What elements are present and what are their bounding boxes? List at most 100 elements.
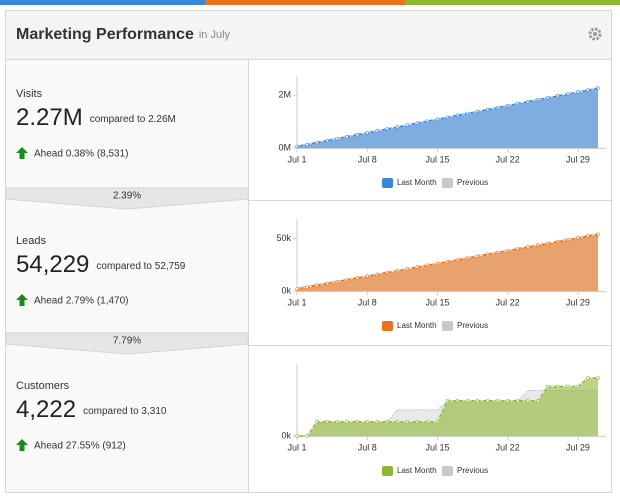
x-tick-label: Jul 8 xyxy=(358,154,377,164)
point xyxy=(506,399,510,403)
metric-comparison: compared to 52,759 xyxy=(96,261,185,272)
point xyxy=(526,100,530,104)
point xyxy=(546,384,550,389)
y-tick-label: 0k xyxy=(281,285,291,295)
point xyxy=(475,399,480,403)
point xyxy=(576,90,580,94)
point xyxy=(325,420,329,424)
point xyxy=(455,399,460,403)
point xyxy=(315,283,319,287)
point xyxy=(465,256,470,260)
point xyxy=(325,281,329,286)
metric-change: Ahead 2.79% (1,470) xyxy=(34,296,129,307)
point xyxy=(325,138,329,143)
metric-label: Visits xyxy=(16,88,43,100)
legend-label: Last Month xyxy=(397,321,437,330)
point xyxy=(415,420,420,424)
y-tick-label: 0M xyxy=(278,142,291,152)
point xyxy=(455,113,460,118)
conversion-rate: 2.39% xyxy=(113,191,141,202)
y-tick-label: 2M xyxy=(278,90,291,100)
x-tick-label: Jul 1 xyxy=(287,297,306,307)
point xyxy=(536,243,540,247)
up-arrow xyxy=(16,439,28,451)
point xyxy=(465,399,470,403)
point xyxy=(526,245,530,249)
legend-label: Previous xyxy=(457,321,488,330)
point xyxy=(365,420,369,424)
y-tick-label: 50k xyxy=(276,233,291,243)
point xyxy=(315,420,319,424)
legend-swatch xyxy=(382,321,393,331)
legend-label: Last Month xyxy=(397,466,437,475)
point xyxy=(335,279,339,284)
point xyxy=(345,278,349,282)
point xyxy=(556,94,560,98)
legend-swatch xyxy=(382,466,393,476)
settings-icon[interactable] xyxy=(588,27,602,41)
point xyxy=(566,237,570,242)
metric-comparison: compared to 2.26M xyxy=(90,114,176,125)
point xyxy=(295,144,299,149)
metric-value-line: 2.27M compared to 2.26M xyxy=(16,104,176,131)
x-tick-label: Jul 1 xyxy=(287,442,306,452)
metric-comparison: compared to 3,310 xyxy=(83,406,167,417)
legend-swatch xyxy=(442,321,453,331)
metric-change: Ahead 0.38% (8,531) xyxy=(34,149,129,160)
x-tick-label: Jul 8 xyxy=(358,297,377,307)
point xyxy=(546,241,550,246)
point xyxy=(455,258,460,262)
point xyxy=(425,420,430,424)
metric-value-line: 4,222 compared to 3,310 xyxy=(16,396,167,423)
top-bar-blue xyxy=(0,0,205,5)
point xyxy=(385,127,389,131)
header xyxy=(6,11,611,59)
point xyxy=(305,434,309,438)
point xyxy=(526,399,530,403)
point xyxy=(385,420,389,424)
point xyxy=(355,133,359,137)
x-tick-label: Jul 15 xyxy=(425,442,449,452)
point xyxy=(596,232,600,236)
x-tick-label: Jul 29 xyxy=(566,442,590,452)
point xyxy=(405,123,410,127)
point xyxy=(415,265,420,269)
y-tick-label: 0k xyxy=(281,430,291,440)
conversion-band xyxy=(5,187,249,210)
legend-label: Previous xyxy=(457,178,488,187)
point xyxy=(576,384,580,389)
point xyxy=(445,259,450,264)
point xyxy=(546,96,550,100)
legend-label: Last Month xyxy=(397,178,437,187)
point xyxy=(536,98,540,102)
point xyxy=(506,103,510,108)
point xyxy=(345,135,349,139)
x-tick-label: Jul 29 xyxy=(566,154,590,164)
area xyxy=(297,377,598,436)
metric-value: 2.27M xyxy=(16,104,83,131)
point xyxy=(445,115,450,119)
metric-value: 4,222 xyxy=(16,396,76,423)
point xyxy=(586,88,590,92)
metric-label: Customers xyxy=(16,380,70,392)
point xyxy=(495,250,500,255)
point xyxy=(495,105,500,110)
point xyxy=(485,399,490,403)
conversion-rate: 7.79% xyxy=(113,336,141,347)
x-tick-label: Jul 22 xyxy=(496,297,520,307)
point xyxy=(405,267,410,271)
up-arrow xyxy=(16,294,28,306)
point xyxy=(586,234,590,238)
point xyxy=(566,92,570,96)
point xyxy=(335,136,339,141)
legend-swatch xyxy=(382,178,393,188)
point xyxy=(355,276,359,280)
point xyxy=(375,129,379,133)
x-tick-label: Jul 1 xyxy=(287,154,306,164)
point xyxy=(485,252,490,256)
point xyxy=(305,142,309,147)
point xyxy=(305,285,309,289)
point xyxy=(586,376,590,380)
